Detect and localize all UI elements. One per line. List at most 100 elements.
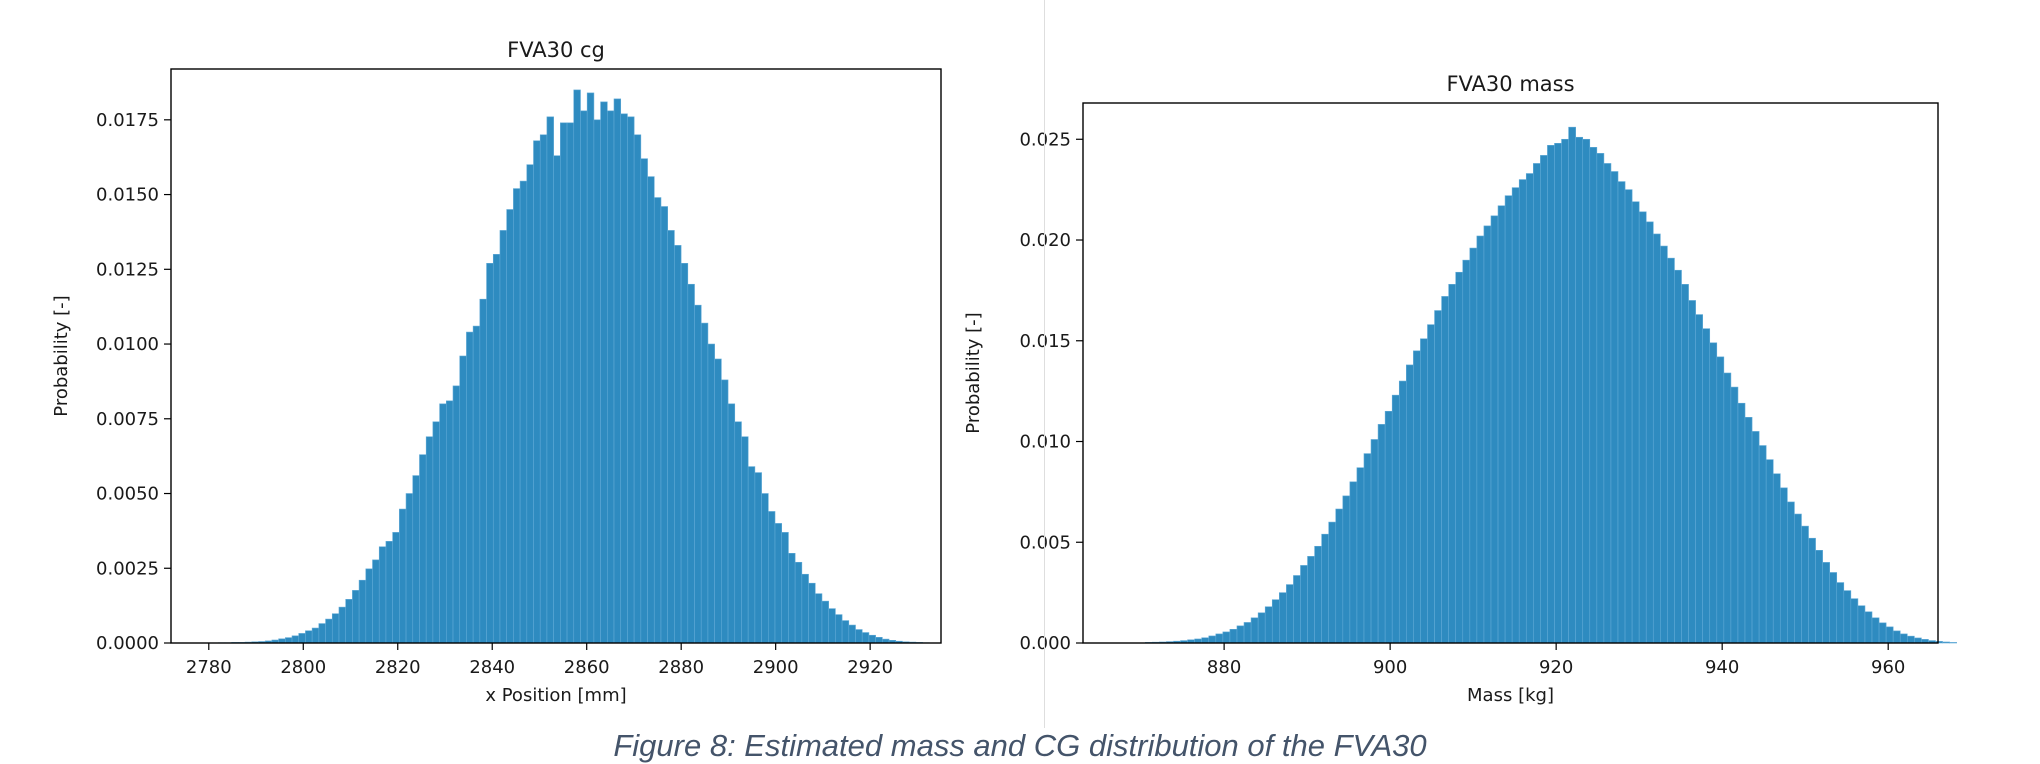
y-axis-label: Probability [-] — [963, 312, 984, 433]
histogram-bar — [285, 638, 292, 643]
histogram-bar — [534, 141, 541, 643]
histogram-bar — [1413, 351, 1420, 643]
histogram-bar — [433, 422, 440, 643]
histogram-bar — [634, 135, 641, 643]
histogram-bar — [1308, 556, 1315, 643]
histogram-bar — [1293, 576, 1300, 644]
histogram-bar — [473, 326, 480, 643]
histogram-bar — [480, 299, 487, 643]
histogram-bar — [1830, 572, 1837, 643]
histogram-bar — [1632, 202, 1639, 643]
histogram-bar — [1484, 226, 1491, 643]
histogram-bar — [527, 165, 534, 643]
histogram-bar — [1315, 546, 1322, 643]
histogram-bar — [614, 99, 621, 643]
histogram-bar — [513, 189, 520, 643]
histogram-bar — [1202, 638, 1209, 643]
histogram-bar — [352, 590, 359, 643]
histogram-bar — [1660, 246, 1667, 643]
histogram-bar — [1427, 325, 1434, 643]
histogram-bar — [1731, 387, 1738, 643]
histogram-bar — [567, 123, 574, 643]
histogram-bar — [299, 633, 306, 643]
histogram-bar — [1858, 606, 1865, 643]
histogram-bar — [1653, 234, 1660, 643]
histogram-bar — [386, 541, 393, 643]
histogram-bar — [1540, 155, 1547, 643]
x-tick-label: 2820 — [375, 657, 421, 678]
histogram-bar — [856, 630, 863, 643]
histogram-bar — [1435, 311, 1442, 643]
histogram-bar — [487, 263, 494, 643]
histogram-bar — [1216, 634, 1223, 643]
histogram-bar — [1350, 482, 1357, 643]
histogram-bar — [1717, 357, 1724, 643]
histogram-bar — [762, 494, 769, 643]
y-tick-label: 0.025 — [1019, 129, 1071, 150]
y-tick-label: 0.0025 — [96, 558, 159, 579]
histogram-bar — [305, 631, 312, 643]
x-tick-label: 2900 — [753, 657, 799, 678]
x-tick-label: 2800 — [280, 657, 326, 678]
histogram-bar — [1950, 642, 1957, 643]
histogram-bar — [1583, 139, 1590, 643]
histogram-bar — [1449, 284, 1456, 643]
histogram-bar — [1738, 403, 1745, 643]
x-tick-label: 880 — [1207, 657, 1241, 678]
histogram-bar — [1625, 190, 1632, 643]
histogram-bar — [1371, 439, 1378, 643]
histogram-bar — [574, 90, 581, 643]
histogram-bar — [366, 569, 373, 643]
histogram-bar — [1392, 395, 1399, 643]
x-tick-label: 940 — [1705, 657, 1739, 678]
histogram-bar — [1463, 260, 1470, 643]
histogram-bar — [1406, 365, 1413, 643]
histogram-bar — [426, 437, 433, 643]
histogram-bar — [1477, 236, 1484, 643]
histogram-bar — [373, 560, 380, 643]
histogram-bar — [1498, 206, 1505, 643]
histogram-bar — [1893, 631, 1900, 643]
histogram-bar — [520, 181, 527, 643]
histogram-bar — [379, 547, 386, 643]
histogram-bar — [580, 111, 587, 643]
x-tick-label: 2920 — [847, 657, 893, 678]
histogram-bar — [1279, 593, 1286, 643]
histogram-bar — [587, 93, 594, 643]
histogram-bar — [1907, 636, 1914, 643]
histogram-bar — [1590, 147, 1597, 643]
histogram-bar — [688, 284, 695, 643]
histogram-bar — [1696, 315, 1703, 643]
histogram-bar — [560, 123, 567, 643]
histogram-bar — [1879, 623, 1886, 643]
histogram-bar — [1886, 627, 1893, 643]
histogram-bar — [627, 117, 634, 643]
histogram-bar — [1265, 607, 1272, 643]
x-tick-label: 2880 — [658, 657, 704, 678]
histogram-bar — [1336, 509, 1343, 643]
histogram-bar — [601, 102, 608, 643]
y-tick-label: 0.0050 — [96, 484, 159, 505]
x-tick-label: 2840 — [469, 657, 515, 678]
histogram-bar — [460, 356, 467, 643]
y-tick-label: 0.000 — [1019, 633, 1071, 654]
histogram-bar — [1809, 538, 1816, 643]
histogram-bar — [1491, 216, 1498, 643]
histogram-bar — [735, 422, 742, 643]
histogram-bar — [1576, 137, 1583, 643]
histogram-bar — [359, 580, 366, 643]
histogram-bar — [332, 614, 339, 643]
histogram-bar — [1456, 272, 1463, 643]
histogram-bar — [768, 511, 775, 643]
histogram-bar — [1223, 632, 1230, 643]
histogram-bar — [822, 601, 829, 643]
histogram-bar — [782, 532, 789, 643]
histogram-bar — [1674, 270, 1681, 643]
histogram-bar — [1244, 622, 1251, 643]
histogram-bar — [393, 532, 400, 643]
histogram-bar — [540, 135, 547, 643]
histogram-bar — [1378, 424, 1385, 643]
histogram-bar — [728, 404, 735, 643]
histogram-bar — [715, 359, 722, 643]
